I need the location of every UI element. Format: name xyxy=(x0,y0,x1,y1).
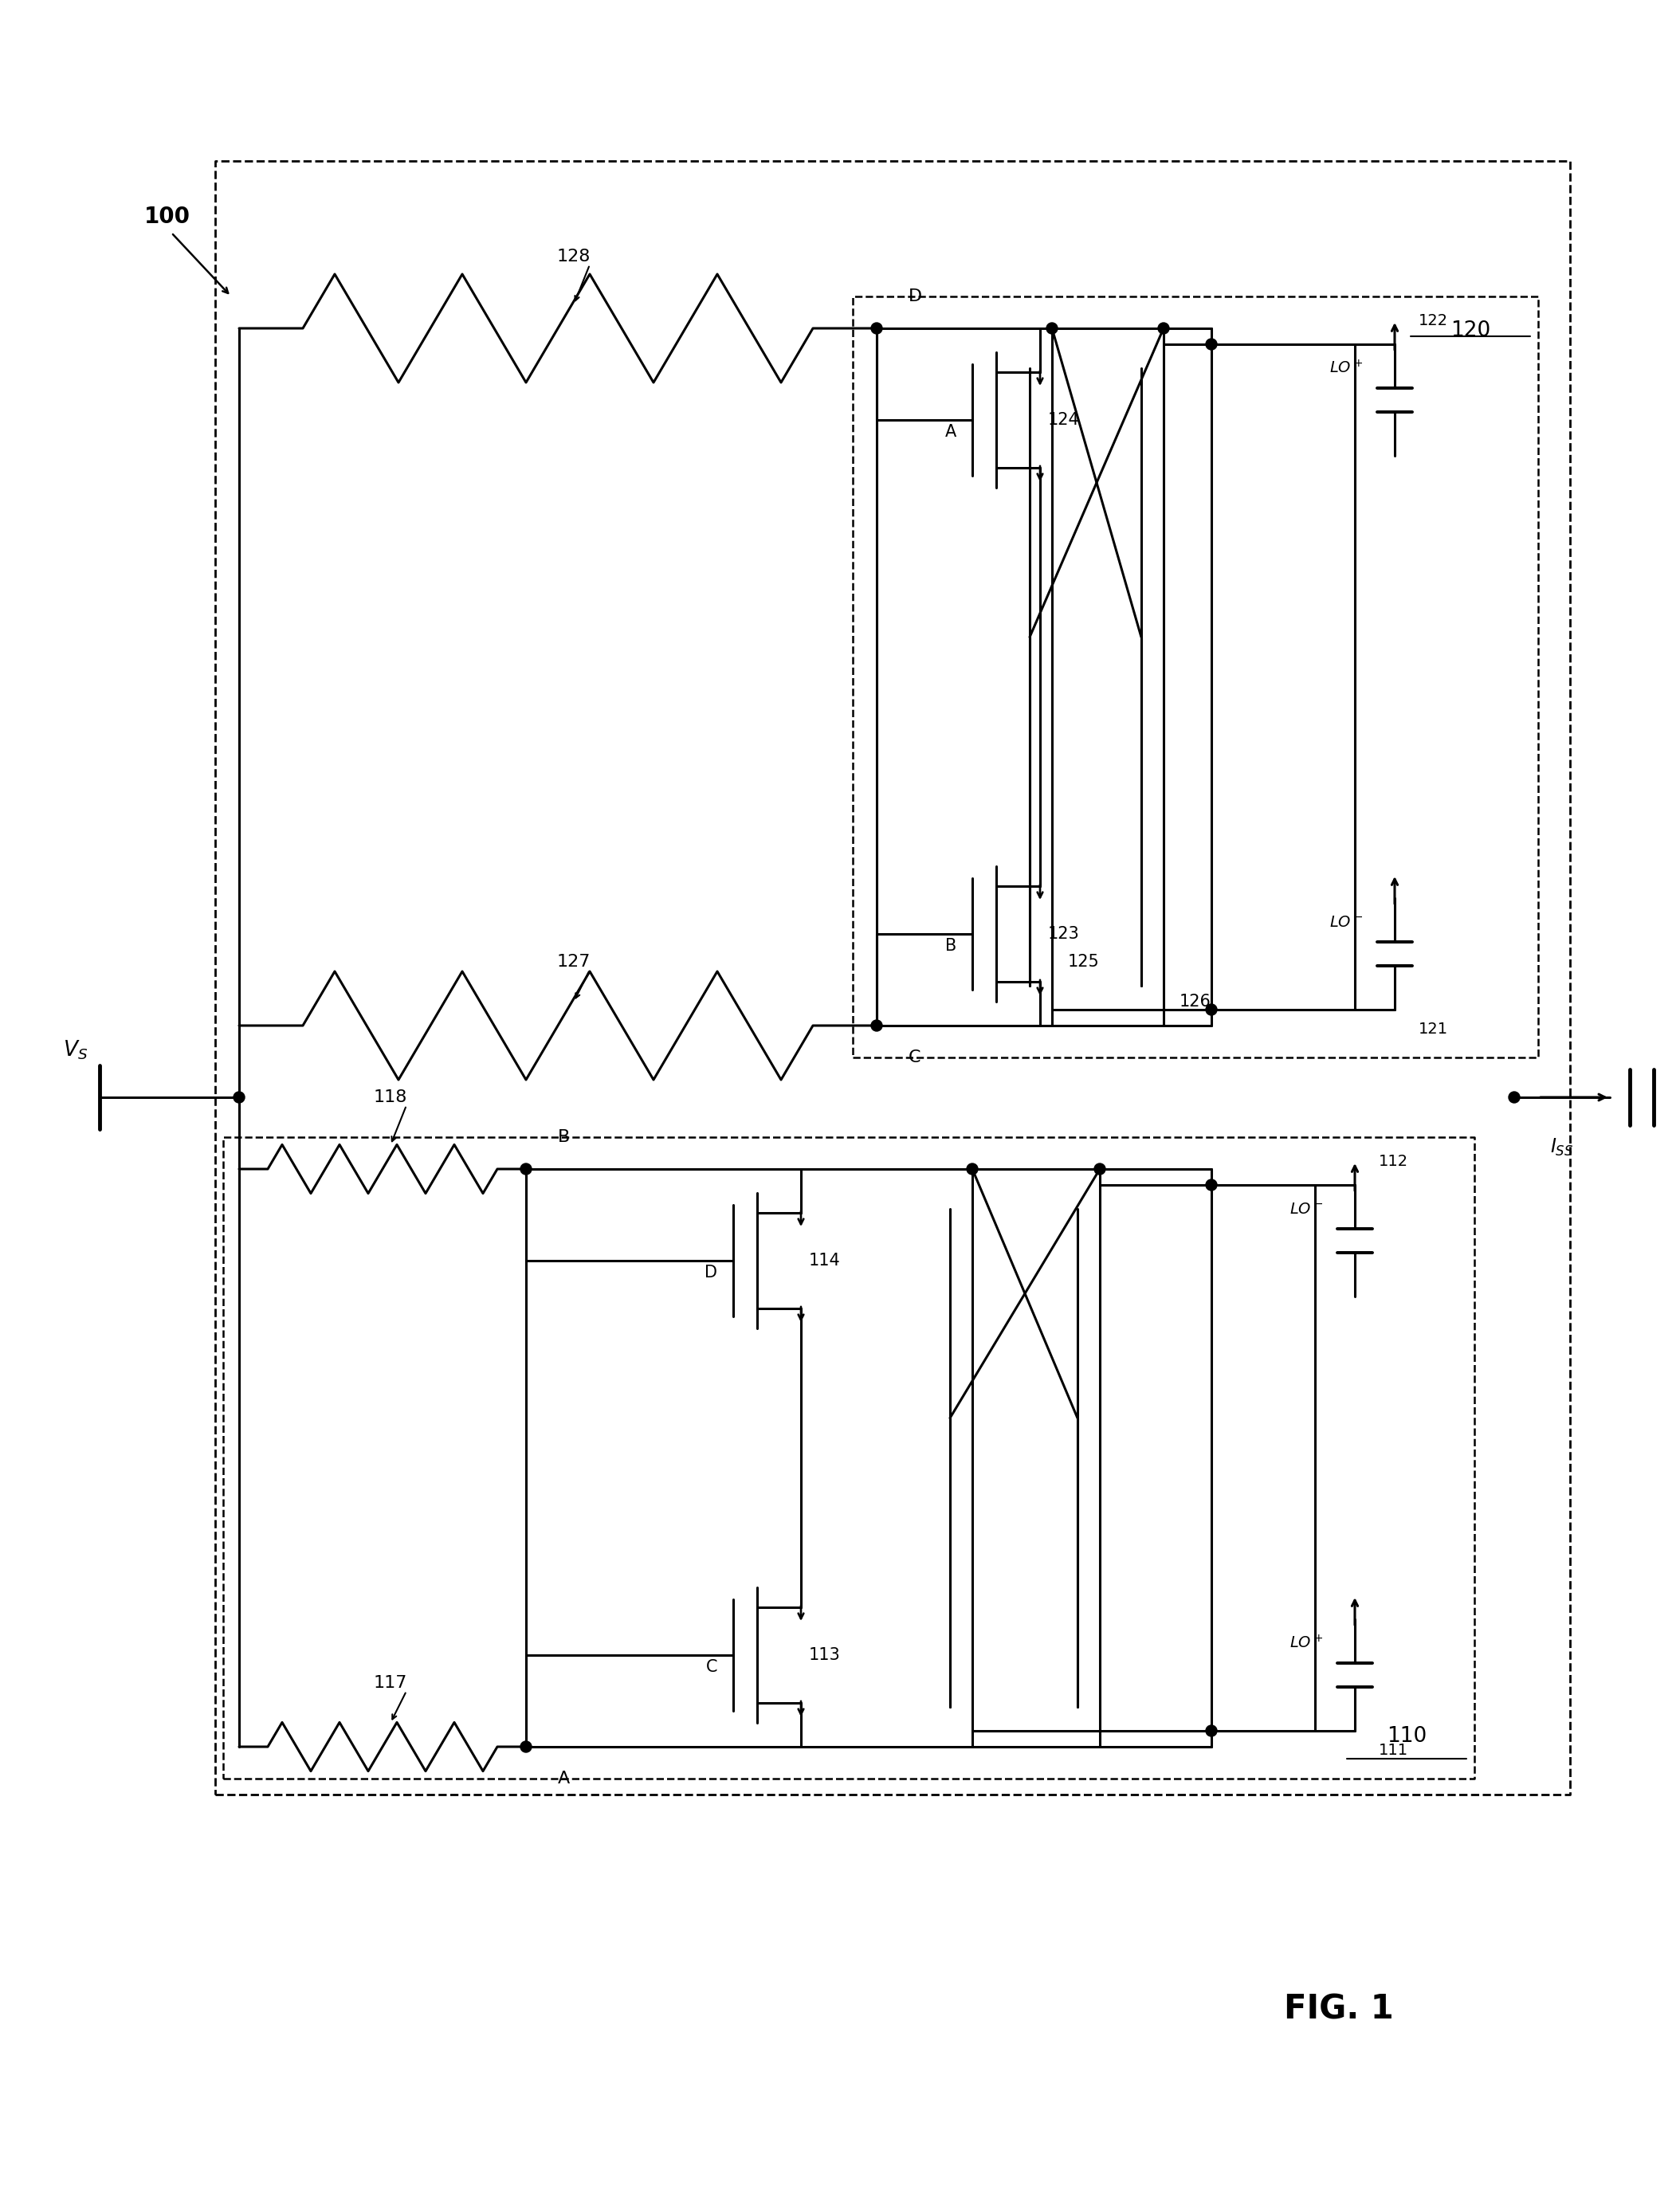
Circle shape xyxy=(1206,338,1216,351)
Circle shape xyxy=(1206,1726,1216,1737)
Text: 124: 124 xyxy=(1048,412,1080,428)
Text: A: A xyxy=(558,1770,570,1787)
Text: 110: 110 xyxy=(1386,1726,1426,1748)
Text: B: B xyxy=(944,939,956,954)
Text: 120: 120 xyxy=(1450,320,1490,342)
Text: 122: 122 xyxy=(1418,314,1448,329)
Circle shape xyxy=(1047,322,1058,333)
Text: 112: 112 xyxy=(1379,1154,1408,1169)
Text: 117: 117 xyxy=(373,1675,407,1691)
Text: $V_S$: $V_S$ xyxy=(62,1039,87,1061)
Text: 123: 123 xyxy=(1048,925,1080,943)
Circle shape xyxy=(1509,1092,1520,1103)
Text: $LO^+$: $LO^+$ xyxy=(1289,1634,1322,1651)
Text: 127: 127 xyxy=(558,954,591,969)
Circle shape xyxy=(1206,1180,1216,1191)
Circle shape xyxy=(872,1020,882,1031)
Text: A: A xyxy=(944,423,956,441)
Text: 118: 118 xyxy=(373,1090,407,1105)
Text: 113: 113 xyxy=(808,1647,840,1662)
Text: FIG. 1: FIG. 1 xyxy=(1284,1993,1394,2026)
Text: $LO^+$: $LO^+$ xyxy=(1329,360,1362,377)
Text: 114: 114 xyxy=(808,1252,840,1268)
Text: C: C xyxy=(909,1050,921,1066)
Circle shape xyxy=(521,1741,531,1752)
Circle shape xyxy=(234,1092,245,1103)
Text: D: D xyxy=(704,1265,717,1281)
Text: $LO^-$: $LO^-$ xyxy=(1329,914,1362,930)
Circle shape xyxy=(1158,322,1169,333)
Text: 100: 100 xyxy=(144,206,190,228)
Text: C: C xyxy=(706,1660,717,1675)
Text: 125: 125 xyxy=(1068,954,1100,969)
Text: B: B xyxy=(558,1129,570,1145)
Circle shape xyxy=(1206,1004,1216,1015)
Text: 121: 121 xyxy=(1418,1022,1448,1037)
Text: 111: 111 xyxy=(1379,1743,1408,1759)
Text: 126: 126 xyxy=(1179,993,1211,1009)
Text: $LO^-$: $LO^-$ xyxy=(1289,1202,1322,1217)
Circle shape xyxy=(872,322,882,333)
Text: $I_{SS}$: $I_{SS}$ xyxy=(1551,1138,1574,1158)
Circle shape xyxy=(1094,1164,1105,1175)
Circle shape xyxy=(521,1164,531,1175)
Text: D: D xyxy=(909,289,922,305)
Text: 128: 128 xyxy=(558,248,591,265)
Circle shape xyxy=(966,1164,978,1175)
